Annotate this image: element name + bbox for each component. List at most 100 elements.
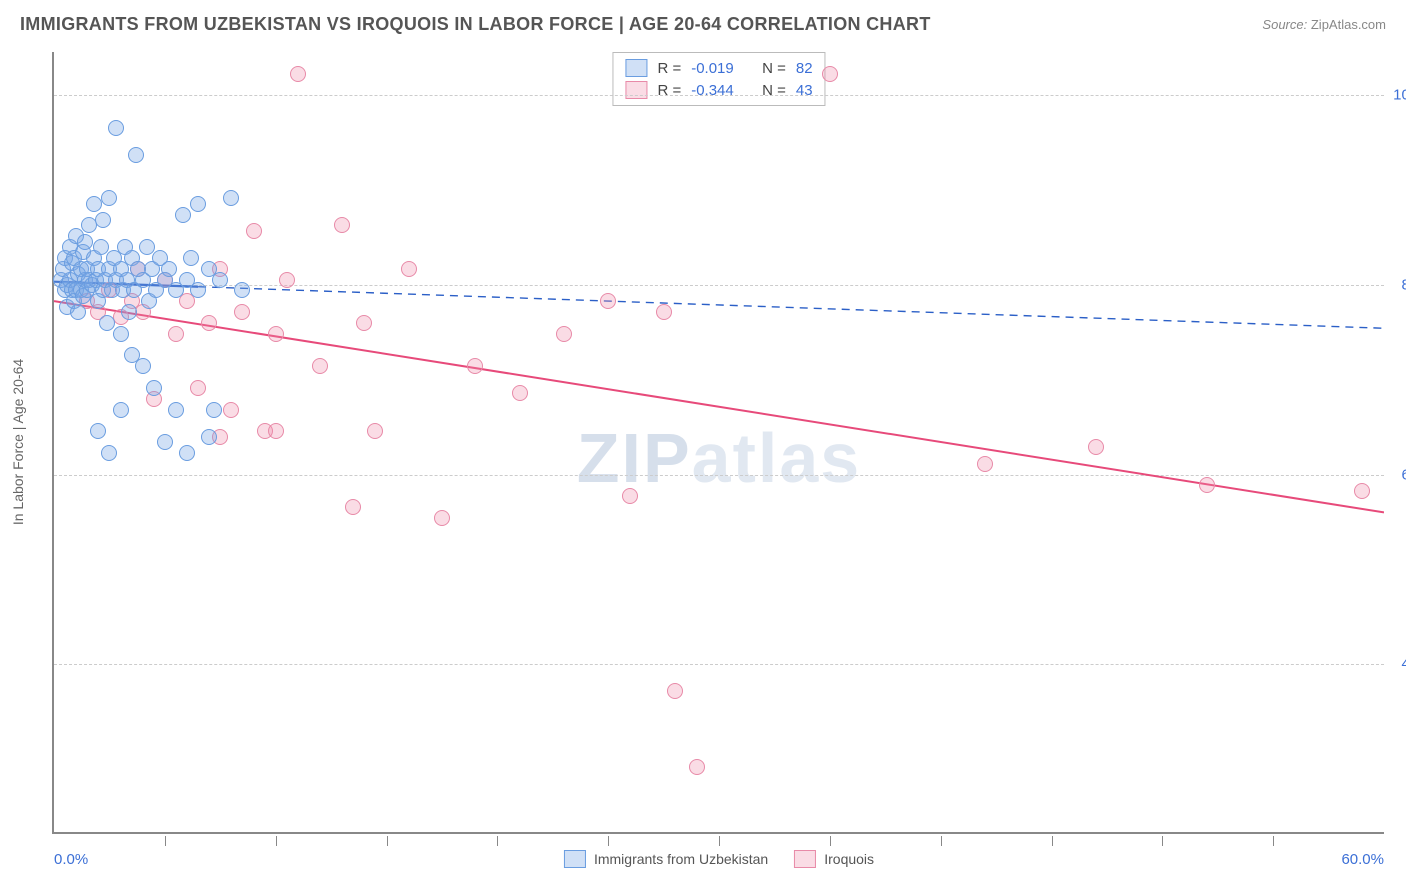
point-iroquois [367, 423, 383, 439]
stats-row-iroquois: R = -0.344 N = 43 [625, 79, 812, 101]
x-tick [165, 836, 166, 846]
point-iroquois [334, 217, 350, 233]
x-tick [719, 836, 720, 846]
point-iroquois [345, 499, 361, 515]
point-iroquois [279, 272, 295, 288]
x-tick [608, 836, 609, 846]
point-uzbekistan [128, 147, 144, 163]
point-uzbekistan [113, 402, 129, 418]
point-iroquois [1088, 439, 1104, 455]
point-iroquois [401, 261, 417, 277]
point-uzbekistan [206, 402, 222, 418]
stats-box: R = -0.019 N = 82 R = -0.344 N = 43 [612, 52, 825, 106]
point-uzbekistan [190, 282, 206, 298]
point-uzbekistan [93, 239, 109, 255]
point-iroquois [234, 304, 250, 320]
point-iroquois [622, 488, 638, 504]
y-tick-label: 65.0% [1401, 466, 1406, 483]
point-iroquois [201, 315, 217, 331]
x-tick [276, 836, 277, 846]
legend-item-uzbekistan: Immigrants from Uzbekistan [564, 850, 768, 868]
point-uzbekistan [183, 250, 199, 266]
point-iroquois [689, 759, 705, 775]
point-iroquois [168, 326, 184, 342]
point-uzbekistan [101, 190, 117, 206]
point-iroquois [1354, 483, 1370, 499]
title-row: IMMIGRANTS FROM UZBEKISTAN VS IROQUOIS I… [20, 14, 1386, 35]
x-max-label: 60.0% [1341, 851, 1384, 868]
regression-lines [54, 52, 1384, 832]
point-iroquois [512, 385, 528, 401]
point-iroquois [356, 315, 372, 331]
x-tick [1162, 836, 1163, 846]
source-value: ZipAtlas.com [1311, 17, 1386, 32]
point-iroquois [223, 402, 239, 418]
point-iroquois [312, 358, 328, 374]
point-iroquois [1199, 477, 1215, 493]
point-uzbekistan [212, 272, 228, 288]
x-tick [387, 836, 388, 846]
chart-container: IMMIGRANTS FROM UZBEKISTAN VS IROQUOIS I… [0, 0, 1406, 892]
legend-item-iroquois: Iroquois [794, 850, 874, 868]
swatch-uzbekistan [564, 850, 586, 868]
point-uzbekistan [77, 234, 93, 250]
x-tick [1273, 836, 1274, 846]
plot-area: In Labor Force | Age 20-64 ZIPatlas R = … [52, 52, 1384, 834]
source-credit: Source: ZipAtlas.com [1262, 17, 1386, 32]
point-iroquois [977, 456, 993, 472]
point-iroquois [467, 358, 483, 374]
legend-label: Immigrants from Uzbekistan [594, 851, 768, 867]
stat-n-label: N = [762, 60, 786, 77]
y-tick-label: 47.5% [1401, 656, 1406, 673]
point-uzbekistan [168, 402, 184, 418]
stat-r-uzbekistan: -0.019 [691, 60, 734, 77]
point-uzbekistan [157, 434, 173, 450]
y-tick-label: 100.0% [1393, 87, 1406, 104]
point-iroquois [290, 66, 306, 82]
legend-label: Iroquois [824, 851, 874, 867]
swatch-iroquois [794, 850, 816, 868]
stats-row-uzbekistan: R = -0.019 N = 82 [625, 57, 812, 79]
point-uzbekistan [70, 304, 86, 320]
point-iroquois [190, 380, 206, 396]
point-iroquois [656, 304, 672, 320]
point-iroquois [268, 423, 284, 439]
grid-line [54, 285, 1384, 286]
point-uzbekistan [108, 120, 124, 136]
point-uzbekistan [146, 380, 162, 396]
point-uzbekistan [135, 358, 151, 374]
y-axis-title: In Labor Force | Age 20-64 [10, 359, 26, 525]
point-uzbekistan [190, 196, 206, 212]
grid-line [54, 95, 1384, 96]
y-tick-label: 82.5% [1401, 276, 1406, 293]
swatch-uzbekistan [625, 59, 647, 77]
point-uzbekistan [175, 207, 191, 223]
watermark: ZIPatlas [577, 418, 861, 498]
grid-line [54, 664, 1384, 665]
grid-line [54, 475, 1384, 476]
point-uzbekistan [113, 326, 129, 342]
series-legend: Immigrants from Uzbekistan Iroquois [564, 850, 874, 868]
point-iroquois [268, 326, 284, 342]
source-label: Source: [1262, 17, 1307, 32]
x-min-label: 0.0% [54, 851, 88, 868]
point-iroquois [434, 510, 450, 526]
point-uzbekistan [95, 212, 111, 228]
x-tick [830, 836, 831, 846]
stat-n-uzbekistan: 82 [796, 60, 813, 77]
x-tick [1052, 836, 1053, 846]
point-iroquois [667, 683, 683, 699]
point-uzbekistan [201, 429, 217, 445]
x-tick [941, 836, 942, 846]
point-uzbekistan [101, 445, 117, 461]
x-tick [497, 836, 498, 846]
point-iroquois [600, 293, 616, 309]
point-uzbekistan [161, 261, 177, 277]
point-uzbekistan [179, 445, 195, 461]
point-iroquois [246, 223, 262, 239]
point-uzbekistan [90, 423, 106, 439]
stat-r-label: R = [657, 60, 681, 77]
point-uzbekistan [223, 190, 239, 206]
point-uzbekistan [121, 304, 137, 320]
point-iroquois [822, 66, 838, 82]
